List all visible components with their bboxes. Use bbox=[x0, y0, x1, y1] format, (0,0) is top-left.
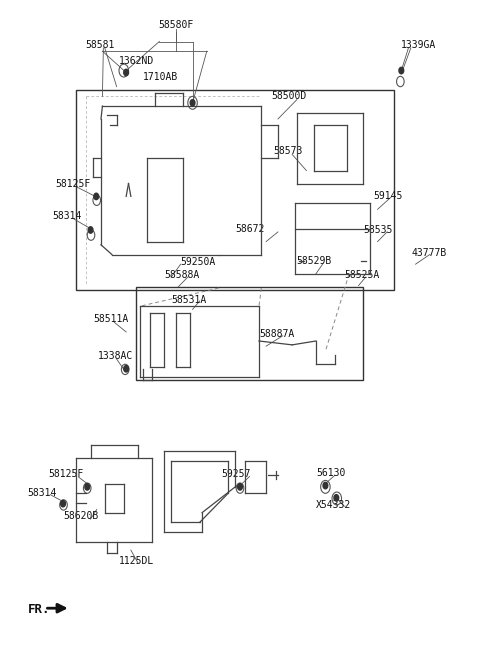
Text: 1362ND: 1362ND bbox=[119, 56, 154, 66]
Circle shape bbox=[88, 227, 93, 233]
Text: 58672: 58672 bbox=[235, 224, 264, 234]
Text: 58125F: 58125F bbox=[55, 178, 90, 189]
Circle shape bbox=[190, 100, 195, 106]
Circle shape bbox=[238, 484, 242, 490]
Text: 58500D: 58500D bbox=[271, 91, 306, 102]
Text: 58535: 58535 bbox=[363, 225, 393, 235]
Circle shape bbox=[124, 365, 129, 372]
Circle shape bbox=[60, 501, 65, 507]
Text: 58314: 58314 bbox=[27, 488, 57, 498]
Text: 58529B: 58529B bbox=[296, 256, 331, 266]
Text: 1339GA: 1339GA bbox=[401, 40, 437, 49]
Text: 58125F: 58125F bbox=[48, 469, 83, 479]
Text: FR.: FR. bbox=[27, 603, 50, 616]
Text: 58511A: 58511A bbox=[93, 314, 128, 324]
Text: 58580F: 58580F bbox=[158, 20, 193, 31]
Text: 1125DL: 1125DL bbox=[119, 556, 154, 566]
Text: 58581: 58581 bbox=[86, 40, 115, 49]
Text: 59257: 59257 bbox=[221, 469, 251, 479]
Circle shape bbox=[94, 193, 98, 200]
Text: 1710AB: 1710AB bbox=[143, 72, 178, 82]
Text: 59250A: 59250A bbox=[180, 257, 216, 268]
Text: X54332: X54332 bbox=[316, 500, 351, 510]
Text: 43777B: 43777B bbox=[412, 248, 447, 258]
Text: 58314: 58314 bbox=[53, 211, 82, 221]
Text: 56130: 56130 bbox=[316, 467, 345, 478]
Text: 58620B: 58620B bbox=[63, 511, 99, 521]
Text: 58531A: 58531A bbox=[171, 295, 206, 305]
Circle shape bbox=[85, 484, 90, 490]
Text: 58588A: 58588A bbox=[164, 270, 199, 280]
Text: 1338AC: 1338AC bbox=[97, 352, 133, 361]
Text: 59145: 59145 bbox=[373, 191, 402, 201]
Text: 58573: 58573 bbox=[273, 146, 302, 156]
Circle shape bbox=[399, 67, 404, 74]
Text: 58887A: 58887A bbox=[259, 329, 294, 339]
Circle shape bbox=[334, 495, 339, 501]
Circle shape bbox=[323, 482, 328, 489]
Circle shape bbox=[124, 69, 129, 76]
Text: 58525A: 58525A bbox=[344, 270, 380, 280]
